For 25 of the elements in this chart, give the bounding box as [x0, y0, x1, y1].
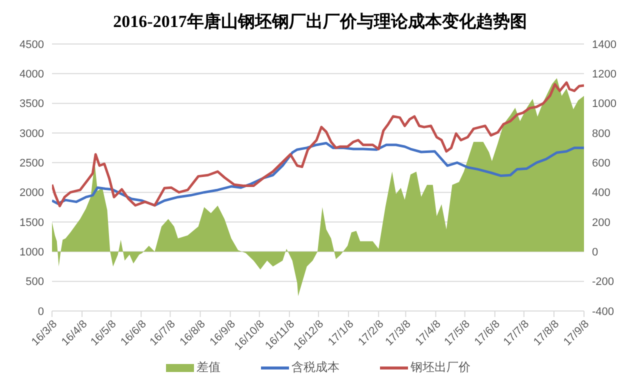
legend-label: 差值 — [196, 359, 220, 376]
y-tick-label: 3500 — [20, 98, 44, 110]
y-tick-label: 500 — [26, 276, 44, 288]
y2-tick-label: 0 — [592, 246, 598, 259]
y2-tick-label: 400 — [592, 187, 610, 200]
chart-title: 2016-2017年唐山钢坯钢厂出厂价与理论成本变化趋势图 — [112, 11, 528, 33]
y2-tick-label: 200 — [592, 216, 610, 229]
y-tick-label: 0 — [38, 306, 44, 318]
y-tick-label: 3000 — [20, 128, 44, 140]
y2-tick-label: 800 — [592, 128, 610, 140]
y2-tick-label: -200 — [592, 276, 614, 288]
y2-tick-label: 1000 — [592, 98, 616, 110]
y2-tick-label: 1200 — [592, 68, 616, 81]
legend-label: 含税成本 — [292, 359, 340, 376]
y2-tick-label: -400 — [592, 306, 614, 318]
y-tick-label: 4500 — [20, 38, 44, 51]
line-series — [52, 81, 584, 208]
y-tick-label: 4000 — [20, 68, 44, 81]
y2-tick-label: 1400 — [592, 38, 616, 51]
y-tick-label: 1500 — [20, 216, 44, 229]
y-tick-label: 2000 — [20, 187, 44, 200]
y2-tick-label: 600 — [592, 158, 610, 170]
y-tick-label: 1000 — [20, 246, 44, 259]
y-tick-label: 2500 — [20, 158, 44, 170]
legend-label: 钢坯出厂价 — [410, 359, 470, 376]
